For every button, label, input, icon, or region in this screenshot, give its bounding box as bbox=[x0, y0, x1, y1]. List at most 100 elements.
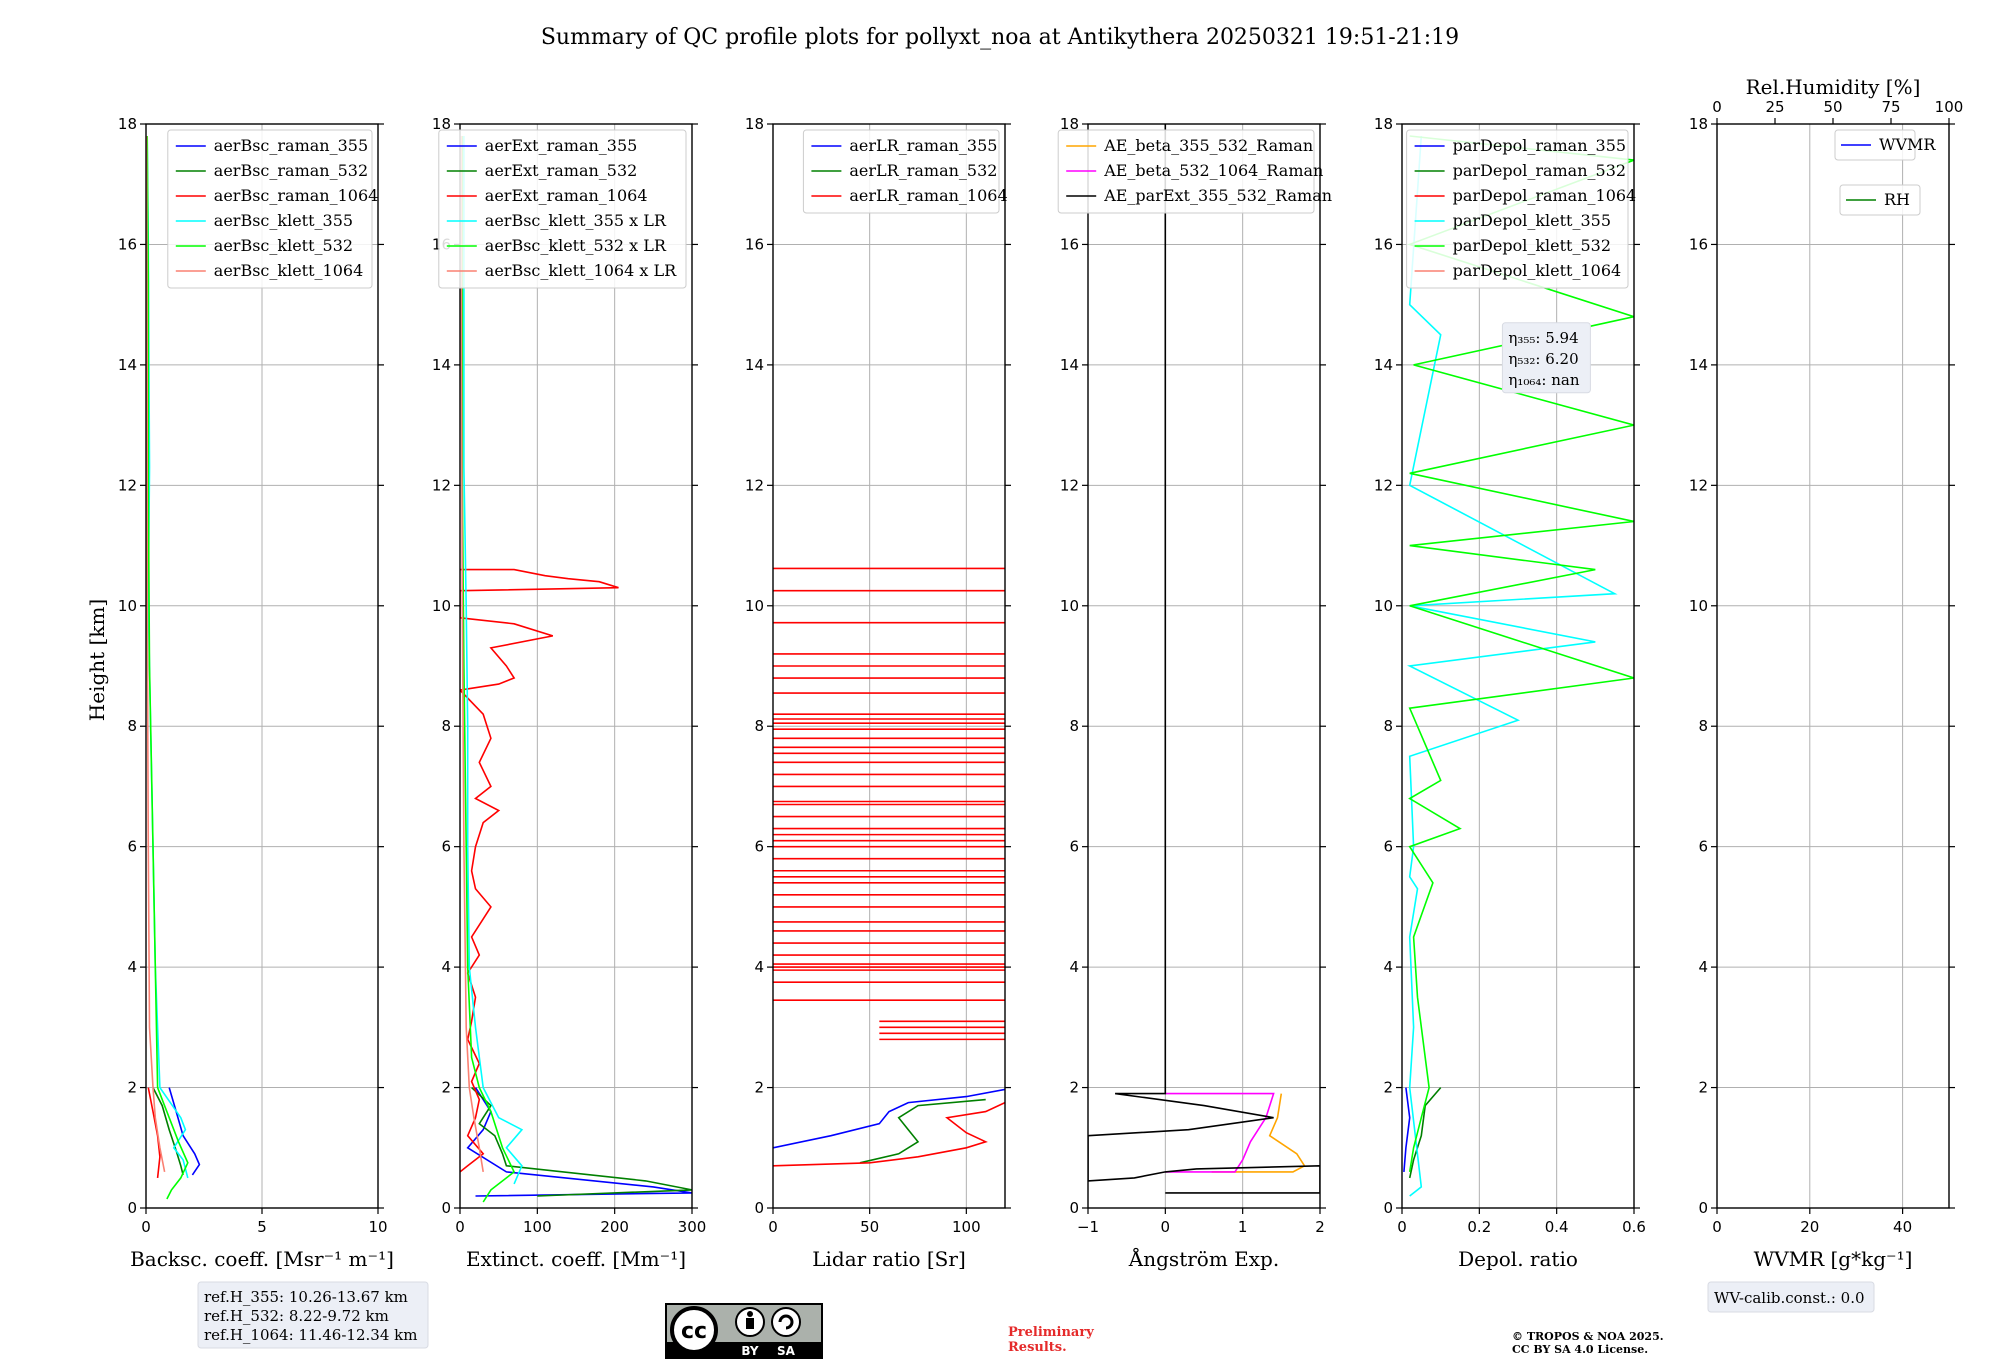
y-tick-label: 6 bbox=[1383, 838, 1393, 856]
y-tick-label: 12 bbox=[745, 476, 764, 494]
x-tick-label: 20 bbox=[1800, 1218, 1819, 1236]
series-line-parDepol_klett_355 bbox=[1407, 135, 1618, 1197]
ref-height-355: ref.H_355: 10.26-13.67 km bbox=[204, 1288, 408, 1306]
eta-box bbox=[1501, 322, 1591, 394]
legend-box bbox=[802, 129, 1000, 214]
legend-label: parDepol_klett_1064 bbox=[1453, 261, 1622, 280]
y-tick-label: 6 bbox=[754, 838, 764, 856]
top-tick-label: 25 bbox=[1765, 98, 1784, 116]
y-tick-label: 18 bbox=[118, 115, 137, 133]
panel-6: 0 20 40 0 2 4 6 8 10 12 14 16 18 WVMR [g*kg⁻¹] 0 25 50 75… bbox=[1689, 75, 1963, 1271]
x-tick-label: 0 bbox=[455, 1218, 465, 1236]
y-tick-label: 8 bbox=[127, 717, 137, 735]
series-line-AE_beta_532_1064_Raman bbox=[1165, 1092, 1275, 1173]
y-tick-label: 2 bbox=[127, 1079, 137, 1097]
series-line-AE_beta_355_532_Raman bbox=[1211, 1093, 1306, 1173]
legend: aerBsc_raman_355 aerBsc_raman_532 aerBsc_r… bbox=[167, 129, 378, 289]
y-tick-label: 8 bbox=[754, 717, 764, 735]
y-tick-label: 2 bbox=[754, 1079, 764, 1097]
legend-label: aerBsc_klett_1064 x LR bbox=[485, 261, 677, 280]
axes-frame bbox=[1401, 123, 1635, 1209]
series-group bbox=[1088, 124, 1320, 1194]
top-tick-label: 75 bbox=[1881, 98, 1900, 116]
y-tick-label: 0 bbox=[1383, 1199, 1393, 1217]
legend-label: WVMR bbox=[1879, 135, 1936, 154]
y-tick-label: 18 bbox=[1689, 115, 1708, 133]
legend: aerLR_raman_355 aerLR_raman_532 aerLR_rama… bbox=[802, 129, 1008, 214]
y-tick-label: 4 bbox=[1383, 958, 1393, 976]
legend-box bbox=[1839, 184, 1921, 216]
series-line-aerLR_raman_532 bbox=[859, 1098, 986, 1164]
eta-value: η₃₅₅: 5.94 bbox=[1508, 329, 1578, 347]
x-tick-label: 0.4 bbox=[1545, 1218, 1569, 1236]
axes-frame bbox=[459, 123, 693, 1209]
panel-5: 0 0.2 0.4 0.6 0 2 4 6 8 10 12 14 16 18 Depol. ratio par… bbox=[1374, 115, 1646, 1271]
legend-label: aerBsc_raman_532 bbox=[214, 161, 368, 180]
legend-label: RH bbox=[1884, 190, 1910, 209]
x-axis-label: Depol. ratio bbox=[1458, 1247, 1578, 1271]
y-tick-label: 0 bbox=[1069, 1199, 1079, 1217]
y-tick-label: 16 bbox=[745, 235, 764, 253]
y-tick-label: 12 bbox=[432, 476, 451, 494]
sa-label: SA bbox=[777, 1344, 796, 1358]
axes-frame bbox=[1087, 123, 1321, 1209]
series-line-aerBsc_klett_1064 bbox=[146, 135, 166, 1173]
x-tick-label: 0.6 bbox=[1622, 1218, 1646, 1236]
series-group bbox=[146, 135, 201, 1200]
x-tick-label: 0 bbox=[141, 1218, 151, 1236]
x-tick-label: 5 bbox=[257, 1218, 267, 1236]
legend-label: parDepol_raman_1064 bbox=[1453, 186, 1637, 205]
series-line-aerBsc_klett_532 bbox=[146, 135, 189, 1200]
y-tick-label: 14 bbox=[118, 356, 137, 374]
preliminary-line-2: Results. bbox=[1008, 1340, 1067, 1355]
legend-label: AE_beta_355_532_Raman bbox=[1103, 136, 1313, 155]
y-tick-label: 6 bbox=[441, 838, 451, 856]
by-label: BY bbox=[741, 1344, 758, 1358]
y-tick-label: 8 bbox=[441, 717, 451, 735]
y-tick-label: 4 bbox=[1698, 958, 1708, 976]
y-tick-label: 16 bbox=[118, 235, 137, 253]
panel-1: 0 5 10 0 2 4 6 8 10 12 14 16 18 Backsc. coeff. [Msr⁻¹… bbox=[118, 115, 394, 1271]
panel-3: 0 50 100 0 2 4 6 8 10 12 14 16 18 Lidar ratio [Sr] aer… bbox=[745, 115, 1011, 1271]
legend-label: aerBsc_klett_532 x LR bbox=[485, 236, 667, 255]
legend-label: parDepol_klett_355 bbox=[1453, 211, 1611, 230]
series-line-aerBsc_klett_1064 x LR bbox=[460, 136, 484, 1173]
y-tick-label: 2 bbox=[441, 1079, 451, 1097]
y-tick-label: 0 bbox=[1698, 1199, 1708, 1217]
top-tick-label: 100 bbox=[1935, 98, 1964, 116]
top-axis-label: Rel.Humidity [%] bbox=[1746, 75, 1921, 99]
legend-label: parDepol_klett_532 bbox=[1453, 236, 1611, 255]
y-tick-label: 18 bbox=[432, 115, 451, 133]
series-line-aerExt_raman_532 bbox=[471, 1087, 692, 1197]
series-group bbox=[773, 567, 1005, 1167]
y-tick-label: 4 bbox=[127, 958, 137, 976]
cc-logo-text: cc bbox=[681, 1319, 707, 1344]
y-tick-label: 14 bbox=[432, 356, 451, 374]
legend-label: aerExt_raman_355 bbox=[485, 136, 638, 155]
copyright-line-2: CC BY SA 4.0 License. bbox=[1512, 1343, 1648, 1356]
legend: aerExt_raman_355 aerExt_raman_532 aerExt_r… bbox=[438, 129, 687, 289]
y-tick-label: 12 bbox=[118, 476, 137, 494]
y-tick-label: 16 bbox=[1374, 235, 1393, 253]
x-tick-label: 0 bbox=[768, 1218, 778, 1236]
y-tick-label: 12 bbox=[1060, 476, 1079, 494]
legend-label: AE_parExt_355_532_Raman bbox=[1103, 186, 1332, 205]
y-tick-label: 14 bbox=[745, 356, 764, 374]
y-tick-label: 10 bbox=[118, 597, 137, 615]
y-tick-label: 2 bbox=[1698, 1079, 1708, 1097]
x-tick-label: 1 bbox=[1238, 1218, 1248, 1236]
x-tick-label: 0 bbox=[1161, 1218, 1171, 1236]
series-line-aerBsc_raman_355 bbox=[168, 1087, 201, 1176]
figure-title: Summary of QC profile plots for pollyxt_… bbox=[541, 25, 1459, 50]
x-tick-label: 0 bbox=[1712, 1218, 1722, 1236]
x-axis-label: Extinct. coeff. [Mm⁻¹] bbox=[466, 1247, 686, 1271]
legend-label: aerLR_raman_532 bbox=[849, 161, 997, 180]
eta-value: η₅₃₂: 6.20 bbox=[1508, 350, 1578, 368]
y-tick-label: 10 bbox=[1060, 597, 1079, 615]
x-axis-label: WVMR [g*kg⁻¹] bbox=[1754, 1247, 1913, 1271]
ref-height-532: ref.H_532: 8.22-9.72 km bbox=[204, 1307, 389, 1325]
y-tick-label: 12 bbox=[1689, 476, 1708, 494]
y-tick-label: 4 bbox=[1069, 958, 1079, 976]
